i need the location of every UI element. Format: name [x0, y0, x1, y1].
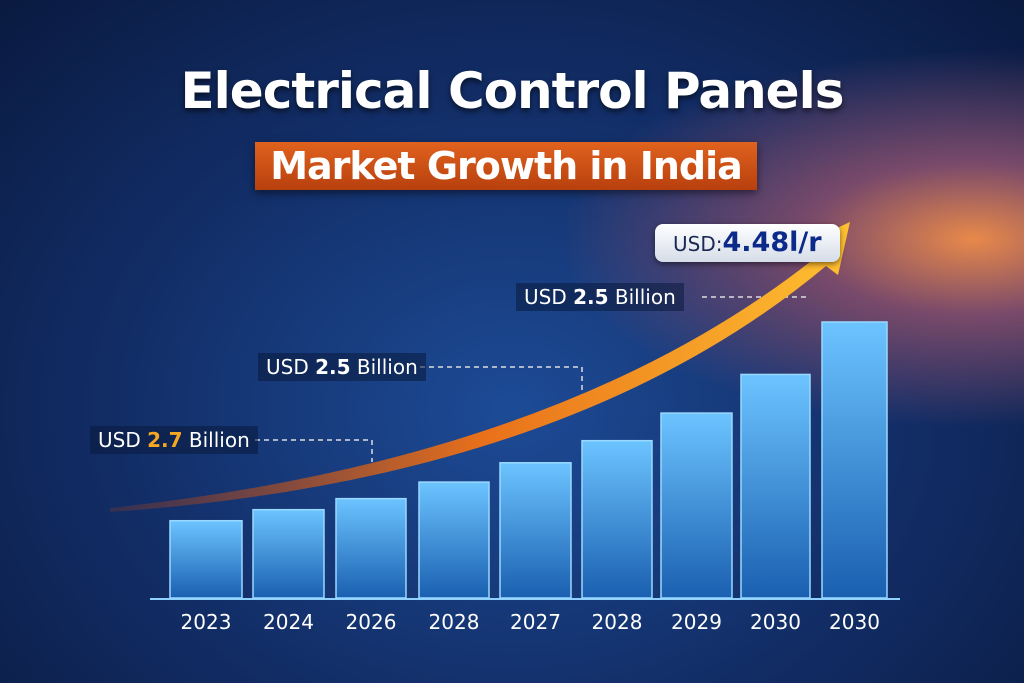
x-tick-label: 2028	[591, 610, 643, 634]
x-tick-label: 2026	[345, 610, 397, 634]
page-title: Electrical Control Panels	[180, 62, 844, 120]
x-tick-label: 2023	[180, 610, 232, 634]
bar-2027	[499, 462, 572, 599]
annotation-label: USD 2.7 Billion	[90, 426, 258, 454]
bar-2028	[418, 481, 490, 599]
x-tick-label: 2029	[671, 610, 722, 634]
annotation-label: USD 2.5 Billion	[516, 283, 684, 311]
leader-line	[255, 439, 373, 462]
x-tick-label: 2030	[829, 610, 880, 634]
annotation-label: USD 2.5 Billion	[258, 353, 426, 381]
callout-suffix: l/r	[789, 227, 822, 258]
subtitle-banner: Market Growth in India	[255, 142, 757, 190]
bar-2028	[581, 439, 653, 599]
x-tick-label: 2024	[263, 610, 314, 634]
bar-2026	[335, 497, 407, 599]
bar-2030	[821, 321, 888, 599]
bar-2029	[660, 412, 733, 599]
bar-2023	[169, 519, 243, 599]
x-tick-label: 2027	[510, 610, 561, 634]
bar-2030	[740, 373, 811, 599]
callout-value: USD:4.48l/r	[655, 224, 840, 262]
bar-2024	[252, 508, 325, 599]
x-tick-label: 2028	[428, 610, 480, 634]
x-tick-label: 2030	[750, 610, 801, 634]
growth-arrow	[110, 222, 850, 512]
callout-prefix: USD:	[673, 232, 723, 256]
callout-number: 4.48	[722, 227, 790, 258]
